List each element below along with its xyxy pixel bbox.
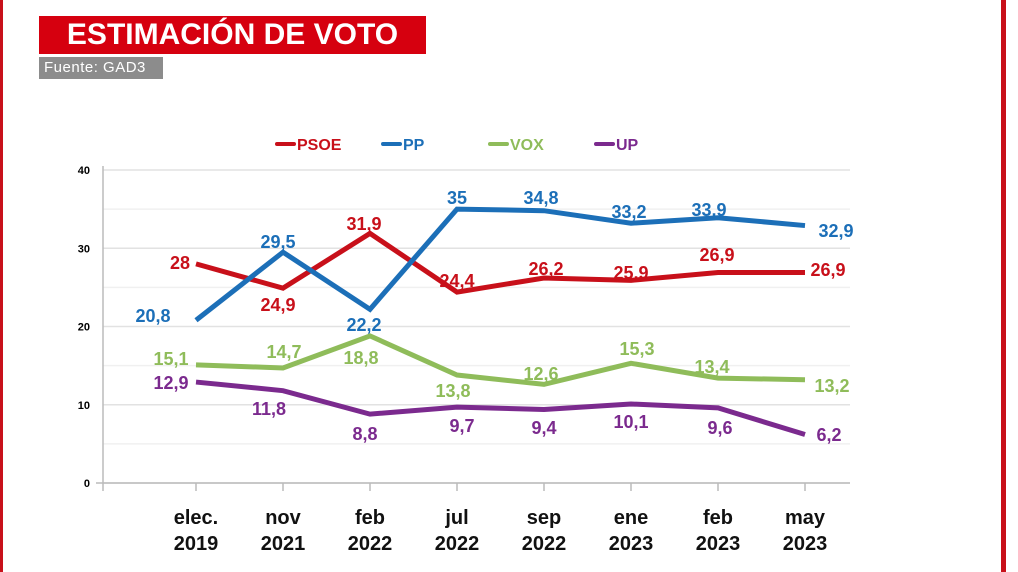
data-label-pp: 33,2: [611, 202, 646, 222]
data-label-psoe: 26,9: [699, 245, 734, 265]
data-label-vox: 18,8: [343, 348, 378, 368]
series-line-vox: [195, 333, 806, 387]
x-tick-label: 2022: [522, 533, 567, 555]
data-label-up: 11,8: [252, 399, 286, 419]
y-tick-label: 30: [78, 243, 90, 255]
x-tick-label: feb: [355, 507, 385, 529]
data-label-pp: 35: [447, 188, 467, 208]
data-label-vox: 12,6: [523, 364, 558, 384]
x-tick-label: 2023: [696, 533, 741, 555]
left-border: [0, 0, 3, 572]
data-label-up: 9,4: [531, 418, 556, 438]
y-tick-label: 20: [78, 322, 90, 334]
data-label-vox: 13,2: [814, 376, 849, 396]
data-label-up: 6,2: [816, 425, 841, 445]
data-label-pp: 22,2: [346, 315, 381, 335]
data-label-psoe: 26,9: [810, 260, 845, 280]
data-label-vox: 14,7: [266, 342, 301, 362]
x-tick-label: 2021: [261, 533, 306, 555]
data-label-pp: 34,8: [523, 188, 558, 208]
x-tick-label: jul: [444, 507, 468, 529]
data-label-pp: 20,8: [135, 306, 170, 326]
data-label-psoe: 25,9: [613, 263, 648, 283]
data-label-psoe: 24,4: [439, 271, 474, 291]
data-label-up: 9,6: [707, 418, 732, 438]
legend-label-psoe: PSOE: [297, 137, 342, 154]
data-label-vox: 13,8: [435, 381, 470, 401]
legend-label-up: UP: [616, 137, 639, 154]
x-tick-label: may: [785, 507, 826, 529]
y-tick-label: 0: [84, 478, 90, 490]
legend-label-vox: VOX: [510, 137, 544, 154]
source-label: Fuente: GAD3: [39, 57, 163, 79]
x-tick-label: ene: [614, 507, 648, 529]
x-tick-label: 2023: [609, 533, 654, 555]
series-line-psoe: [195, 230, 805, 295]
data-label-pp: 29,5: [260, 232, 295, 252]
data-label-vox: 15,1: [153, 349, 188, 369]
x-tick-label: feb: [703, 507, 733, 529]
data-label-up: 12,9: [153, 373, 188, 393]
chart-title: ESTIMACIÓN DE VOTO: [39, 16, 426, 54]
legend-label-pp: PP: [403, 137, 425, 154]
x-tick-label: sep: [527, 507, 561, 529]
data-label-vox: 13,4: [694, 357, 729, 377]
data-label-psoe: 26,2: [528, 259, 563, 279]
x-tick-label: 2022: [435, 533, 480, 555]
x-tick-label: 2022: [348, 533, 393, 555]
series-line-up: [195, 379, 806, 437]
x-tick-label: 2023: [783, 533, 828, 555]
x-tick-label: elec.: [174, 507, 218, 529]
data-label-up: 9,7: [449, 416, 474, 436]
data-label-pp: 32,9: [818, 221, 853, 241]
data-label-psoe: 31,9: [346, 214, 381, 234]
y-tick-label: 40: [78, 165, 90, 177]
data-label-up: 8,8: [352, 424, 377, 444]
series-line-pp: [194, 206, 806, 323]
x-tick-label: 2019: [174, 533, 219, 555]
data-label-vox: 15,3: [619, 339, 654, 359]
data-label-psoe: 28: [170, 253, 190, 273]
data-label-psoe: 24,9: [260, 295, 295, 315]
right-border: [1001, 0, 1018, 572]
x-tick-label: nov: [265, 507, 301, 529]
data-label-pp: 33,9: [691, 200, 726, 220]
y-tick-label: 10: [78, 400, 90, 412]
data-label-up: 10,1: [613, 412, 648, 432]
